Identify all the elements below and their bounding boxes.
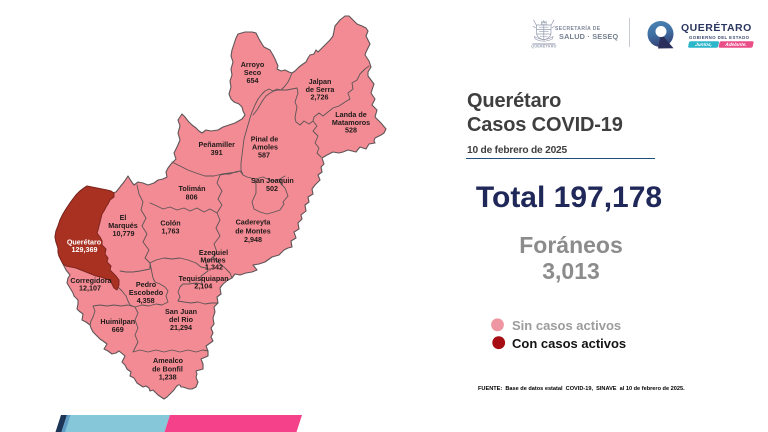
svg-text:669: 669 <box>112 325 124 334</box>
svg-text:Pedro: Pedro <box>136 280 157 289</box>
svg-text:Arroyo: Arroyo <box>241 60 265 69</box>
svg-text:El: El <box>120 213 127 222</box>
svg-text:21,294: 21,294 <box>170 323 192 332</box>
svg-text:Colón: Colón <box>160 219 180 228</box>
svg-text:Pinal de: Pinal de <box>251 135 279 144</box>
svg-text:Landa de: Landa de <box>335 110 367 119</box>
svg-text:Matamoros: Matamoros <box>332 118 370 127</box>
svg-text:2,104: 2,104 <box>194 282 212 291</box>
svg-text:12,107: 12,107 <box>79 284 101 293</box>
svg-text:502: 502 <box>266 184 278 193</box>
svg-text:de Bonfil: de Bonfil <box>152 365 183 374</box>
svg-text:2,948: 2,948 <box>244 235 262 244</box>
svg-text:1,238: 1,238 <box>159 373 177 382</box>
svg-text:587: 587 <box>258 151 270 160</box>
svg-text:654: 654 <box>247 76 259 85</box>
svg-text:2,726: 2,726 <box>311 93 329 102</box>
svg-text:1,342: 1,342 <box>205 263 223 272</box>
svg-text:Huimilpan: Huimilpan <box>100 317 135 326</box>
svg-text:Juntos,: Juntos, <box>694 42 712 48</box>
svg-text:QUERÉTARO: QUERÉTARO <box>531 44 556 49</box>
svg-text:Escobedo: Escobedo <box>129 288 164 297</box>
svg-text:10,779: 10,779 <box>113 229 135 238</box>
svg-text:528: 528 <box>345 126 357 135</box>
svg-text:Montes: Montes <box>200 256 225 265</box>
svg-text:Amealco: Amealco <box>153 356 184 365</box>
svg-text:San Joaquin: San Joaquin <box>251 176 294 185</box>
svg-text:San Juan: San Juan <box>165 307 197 316</box>
svg-text:Seco: Seco <box>244 68 262 77</box>
svg-text:de Montes: de Montes <box>235 227 271 236</box>
svg-text:391: 391 <box>211 148 223 157</box>
svg-text:Querétaro: Querétaro <box>67 238 102 247</box>
svg-text:129,369: 129,369 <box>72 245 98 254</box>
svg-text:Tequisquiapan: Tequisquiapan <box>179 274 229 283</box>
svg-text:Ezequiel: Ezequiel <box>199 248 228 257</box>
svg-text:del Rio: del Rio <box>169 315 194 324</box>
svg-text:Marqués: Marqués <box>108 221 138 230</box>
svg-text:Adelante.: Adelante. <box>724 42 748 48</box>
svg-text:4,358: 4,358 <box>137 296 155 305</box>
svg-text:Corregidora: Corregidora <box>70 276 112 285</box>
svg-text:1,763: 1,763 <box>162 227 180 236</box>
svg-text:Amoles: Amoles <box>252 143 278 152</box>
svg-text:Peñamiller: Peñamiller <box>199 140 236 149</box>
svg-text:de Serra: de Serra <box>306 85 336 94</box>
svg-text:Cadereyta: Cadereyta <box>236 218 272 227</box>
svg-text:806: 806 <box>186 193 198 202</box>
svg-text:Jalpan: Jalpan <box>309 77 332 86</box>
svg-text:Tolimán: Tolimán <box>178 184 205 193</box>
